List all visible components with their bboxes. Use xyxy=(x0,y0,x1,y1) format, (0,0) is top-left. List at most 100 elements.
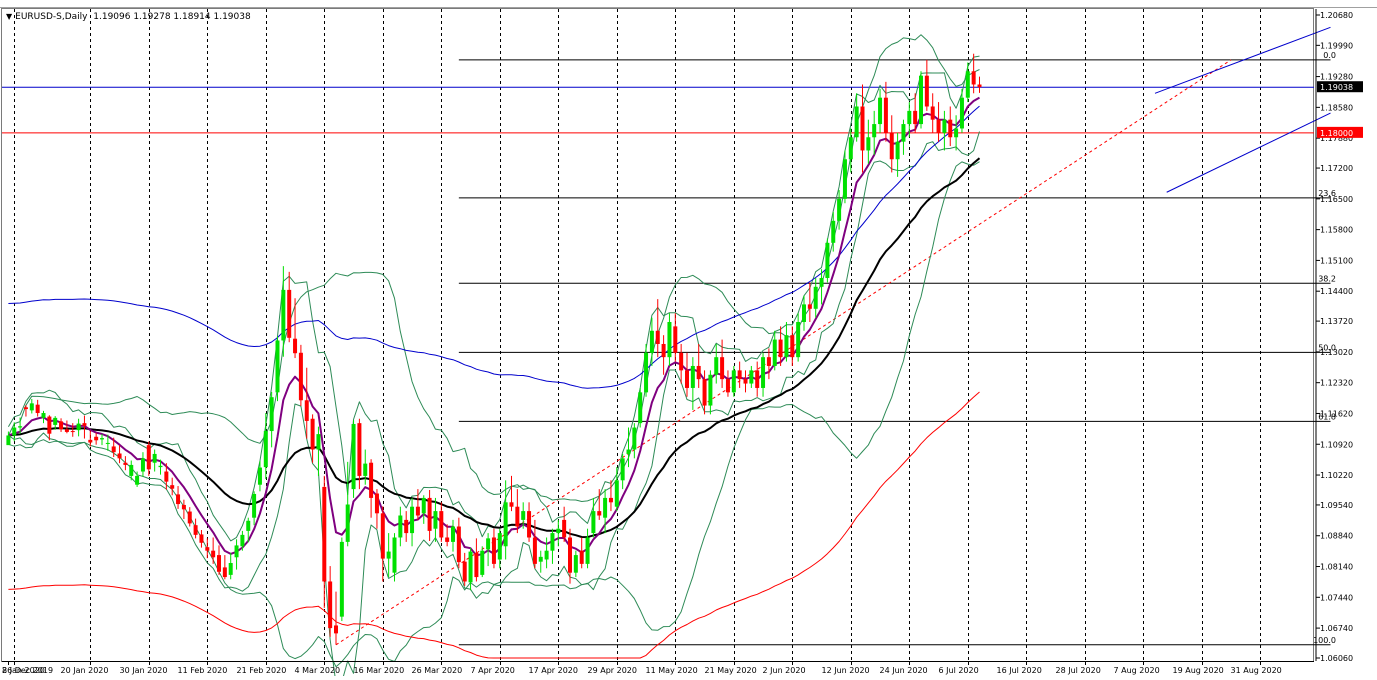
bollinger-inner-lower-line xyxy=(8,131,980,680)
bearish-candle xyxy=(328,581,333,629)
bearish-candle xyxy=(948,119,953,138)
bearish-candle xyxy=(123,462,128,465)
price-label-text: 1.19038 xyxy=(1320,83,1353,92)
x-tick-label: 17 Apr 2020 xyxy=(529,666,578,675)
bullish-candle xyxy=(41,413,46,418)
y-tick-label: 1.13720 xyxy=(1320,317,1353,326)
bullish-candle xyxy=(954,128,959,138)
bearish-candle xyxy=(936,119,941,133)
bearish-candle xyxy=(673,326,678,353)
bullish-candle xyxy=(345,504,350,542)
bearish-candle xyxy=(111,446,116,453)
bullish-candle xyxy=(263,431,268,468)
bullish-candle xyxy=(269,397,274,432)
bullish-candle xyxy=(784,335,789,358)
bearish-candle xyxy=(181,504,186,510)
bearish-candle xyxy=(527,511,532,538)
x-tick-label: 8 Jan 2020 xyxy=(2,666,45,675)
x-tick-label: 31 Aug 2020 xyxy=(1231,666,1282,675)
y-tick-label: 1.20680 xyxy=(1320,11,1353,20)
bullish-candle xyxy=(872,124,877,138)
bearish-candle xyxy=(222,567,227,578)
y-tick-label: 1.06060 xyxy=(1320,654,1353,663)
bearish-candle xyxy=(415,506,420,516)
bullish-candle xyxy=(907,110,912,125)
blue-ma-line xyxy=(8,105,980,389)
bearish-candle xyxy=(661,343,666,358)
bearish-candle xyxy=(889,132,894,160)
bearish-candle xyxy=(532,537,537,564)
bearish-candle xyxy=(170,485,175,489)
bearish-candle xyxy=(971,71,976,85)
fib-level-label: 100.0 xyxy=(1313,636,1336,645)
bullish-candle xyxy=(398,515,403,538)
bullish-candle xyxy=(281,289,286,341)
x-tick-label: 30 Jan 2020 xyxy=(120,666,168,675)
x-tick-label: 26 Mar 2020 xyxy=(412,666,463,675)
bearish-candle xyxy=(357,423,362,476)
bullish-candle xyxy=(831,220,836,243)
bullish-candle xyxy=(772,339,777,366)
x-tick-label: 6 Jul 2020 xyxy=(939,666,979,675)
x-tick-label: 12 Jun 2020 xyxy=(822,666,870,675)
bullish-candle xyxy=(573,555,578,573)
bullish-candle xyxy=(901,124,906,142)
bullish-candle xyxy=(140,458,145,472)
bearish-candle xyxy=(755,370,760,388)
bearish-candle xyxy=(509,502,514,507)
bearish-candle xyxy=(404,519,409,534)
bearish-candle xyxy=(427,497,432,531)
y-tick-label: 1.19280 xyxy=(1320,73,1353,82)
bullish-candle xyxy=(802,304,806,322)
bullish-candle xyxy=(228,563,233,575)
fib-trend-line xyxy=(335,59,1232,646)
bullish-candle xyxy=(433,511,438,529)
bearish-candle xyxy=(778,339,783,358)
price-labels: 1.19038 1.18000 xyxy=(1317,81,1363,138)
bearish-candle xyxy=(679,352,684,371)
bullish-candle xyxy=(848,137,853,160)
horizontal-lines xyxy=(2,86,1314,134)
trend-channel xyxy=(1154,26,1331,193)
fib-level-label: 50.0 xyxy=(1318,343,1336,352)
bullish-candle xyxy=(550,533,555,551)
bearish-candle xyxy=(860,106,865,151)
x-tick-label: 11 May 2020 xyxy=(646,666,698,675)
bullish-candle xyxy=(486,538,491,550)
bullish-candle xyxy=(644,352,649,393)
candles xyxy=(6,53,982,645)
bearish-candle xyxy=(790,335,795,358)
bullish-candle xyxy=(714,357,719,375)
bearish-candle xyxy=(608,497,613,503)
bullish-candle xyxy=(895,141,900,160)
y-tick-label: 1.09540 xyxy=(1320,501,1353,510)
x-tick-label: 4 Mar 2020 xyxy=(295,666,341,675)
bearish-candle xyxy=(211,550,216,558)
fib-level-label: 61.8 xyxy=(1318,412,1336,421)
bearish-candle xyxy=(146,445,151,470)
bullish-candle xyxy=(468,551,473,583)
bullish-candle xyxy=(12,427,17,436)
x-tick-label: 24 Jun 2020 xyxy=(880,666,928,675)
bearish-candle xyxy=(369,462,374,498)
y-tick-label: 1.15800 xyxy=(1320,226,1353,235)
x-tick-label: 28 Jul 2020 xyxy=(1056,666,1101,675)
bearish-candle xyxy=(35,404,40,414)
bullish-candle xyxy=(240,534,245,547)
y-tick-label: 1.10920 xyxy=(1320,440,1353,449)
bullish-candle xyxy=(620,458,625,481)
bullish-candle xyxy=(959,97,964,129)
y-tick-label: 1.12320 xyxy=(1320,379,1353,388)
y-tick-label: 1.16500 xyxy=(1320,195,1353,204)
bearish-candle xyxy=(720,357,725,380)
y-tick-label: 1.14400 xyxy=(1320,287,1353,296)
bearish-candle xyxy=(568,537,572,573)
bullish-candle xyxy=(749,370,754,384)
bearish-candle xyxy=(293,338,298,354)
x-tick-label: 7 Aug 2020 xyxy=(1114,666,1160,675)
y-tick-label: 1.13020 xyxy=(1320,348,1353,357)
bearish-candle xyxy=(298,352,303,401)
bullish-candle xyxy=(105,442,110,444)
